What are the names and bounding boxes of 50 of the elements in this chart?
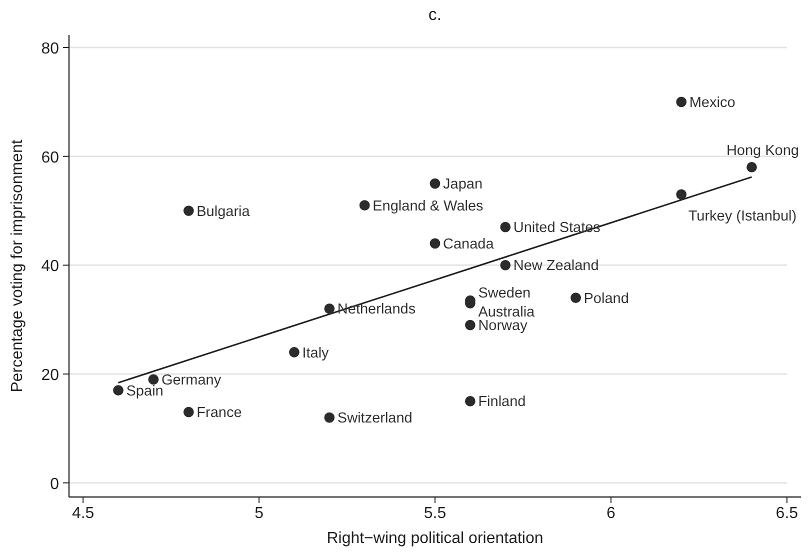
annotation: Germany bbox=[161, 372, 222, 388]
point bbox=[113, 385, 124, 396]
x-tick-label: 4.5 bbox=[72, 505, 94, 522]
point bbox=[464, 396, 476, 406]
x-tick-label: 6 bbox=[606, 505, 616, 522]
annotation: Mexico bbox=[689, 94, 736, 111]
chart-title: c. bbox=[428, 5, 442, 24]
annotation: Sweden bbox=[478, 286, 531, 302]
point bbox=[746, 162, 757, 172]
annotation: France bbox=[196, 405, 242, 422]
annotation: New Zealand bbox=[513, 258, 599, 274]
annotation: Poland bbox=[584, 290, 629, 307]
annotation: England & Wales bbox=[372, 198, 484, 214]
point bbox=[676, 189, 687, 200]
x-tick-label: 6.5 bbox=[776, 505, 798, 522]
annotation: Finland bbox=[478, 394, 526, 410]
point bbox=[183, 406, 194, 418]
y-axis-title: Percentage voting for imprisonment bbox=[9, 139, 26, 392]
annotation: Hong Kong bbox=[726, 143, 799, 160]
point bbox=[430, 178, 440, 189]
annotation: Switzerland bbox=[337, 410, 412, 427]
point bbox=[183, 206, 194, 216]
point bbox=[324, 304, 335, 314]
annotation: Japan bbox=[443, 176, 483, 193]
point bbox=[430, 238, 440, 249]
annotation: Italy bbox=[302, 345, 330, 362]
point bbox=[570, 292, 581, 304]
x-axis-title: Right−wing political orientation bbox=[326, 530, 544, 547]
point bbox=[464, 320, 476, 330]
annotation: Spain bbox=[126, 383, 164, 400]
point bbox=[500, 222, 511, 232]
y-tick-label: 60 bbox=[41, 149, 60, 166]
annotation: Norway bbox=[478, 318, 528, 334]
annotation: Turkey (Istanbul) bbox=[688, 208, 797, 224]
point bbox=[148, 374, 159, 385]
y-tick-label: 40 bbox=[41, 258, 60, 276]
annotation: Netherlands bbox=[337, 302, 416, 318]
y-tick-label: 80 bbox=[41, 40, 60, 58]
point bbox=[676, 96, 687, 108]
annotation: Australia bbox=[478, 304, 536, 320]
x-tick-label: 5 bbox=[254, 505, 264, 522]
y-tick-label: 0 bbox=[50, 476, 60, 493]
point bbox=[324, 412, 335, 423]
point bbox=[500, 260, 511, 270]
y-tick-label: 20 bbox=[41, 367, 60, 384]
annotation: Bulgaria bbox=[196, 204, 251, 220]
point bbox=[359, 200, 370, 211]
annotation: Canada bbox=[443, 236, 495, 252]
point bbox=[289, 347, 300, 358]
x-tick-label: 5.5 bbox=[424, 505, 446, 522]
